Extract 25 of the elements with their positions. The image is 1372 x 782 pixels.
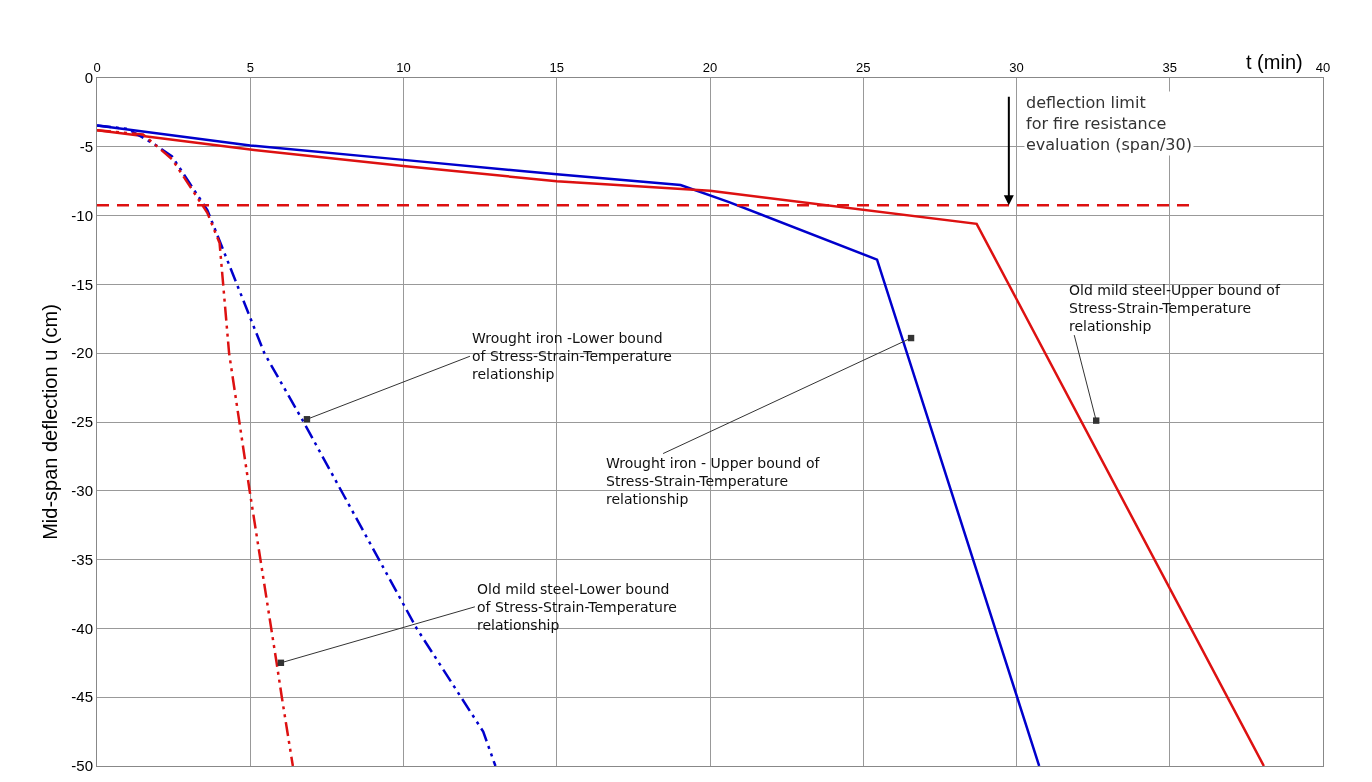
x-tick-label: 5 — [246, 59, 254, 75]
annotation: deflection limit for fire resistance evaluation (span/30) — [1026, 93, 1192, 154]
x-axis-title: t (min) — [1246, 51, 1303, 73]
annotation: Wrought iron -Lower bound of Stress-Strain-Temperature relationship — [472, 330, 672, 383]
y-tick-label: -30 — [71, 482, 93, 500]
y-tick-label: -25 — [71, 413, 93, 431]
y-axis-title: Mid-span deflection u (cm) — [38, 304, 61, 540]
annotation: Old mild steel-Upper bound of Stress-Strain-Temperature relationship — [1069, 282, 1281, 335]
x-tick-label: 25 — [856, 59, 871, 75]
y-tick-label: -45 — [71, 688, 93, 706]
y-tick-label: -35 — [71, 550, 93, 568]
annotation: Old mild steel-Lower bound of Stress-Strain-Temperature relationship — [477, 581, 677, 634]
x-tick-label: 40 — [1315, 59, 1331, 75]
y-tick-label: -40 — [71, 619, 93, 637]
x-tick-label: 30 — [1009, 59, 1024, 75]
y-tick-label: -5 — [79, 138, 93, 156]
y-tick-label: -20 — [71, 344, 93, 362]
x-tick-label: 10 — [396, 59, 411, 75]
y-tick-label: -10 — [71, 206, 93, 224]
x-tick-label: 35 — [1162, 59, 1177, 75]
annotation: Wrought iron - Upper bound of Stress-Strain-Temperature relationship — [606, 455, 821, 508]
y-tick-label: -50 — [71, 757, 93, 775]
y-tick-label: -15 — [71, 275, 93, 293]
x-tick-label: 20 — [702, 59, 718, 75]
x-tick-label: 15 — [549, 59, 564, 75]
